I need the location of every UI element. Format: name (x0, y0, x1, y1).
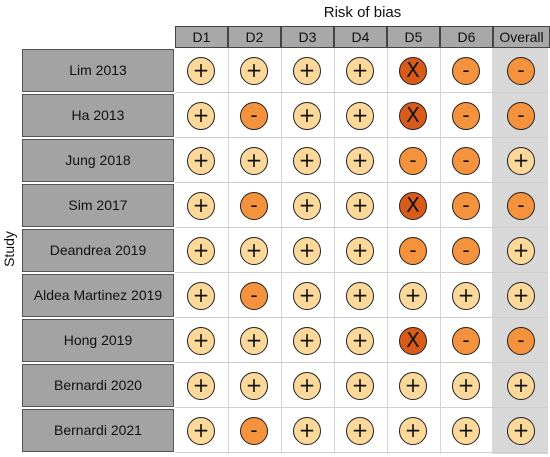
grid-line-vertical (334, 48, 335, 454)
plus-icon: + (346, 56, 374, 85)
plus-icon: + (346, 236, 374, 265)
minus-icon: - (240, 101, 268, 130)
grid-line-vertical (281, 48, 282, 454)
column-header-d6: D6 (440, 26, 493, 48)
minus-icon: - (240, 416, 268, 445)
grid-line-vertical (440, 48, 441, 454)
plus-icon: + (346, 146, 374, 175)
plus-icon: + (507, 416, 535, 445)
plus-icon: + (187, 281, 215, 310)
chart-title: Risk of bias (323, 4, 402, 21)
plus-icon: + (507, 371, 535, 400)
grid-line-horizontal (175, 92, 548, 93)
plus-icon: + (399, 416, 427, 445)
plus-icon: + (346, 281, 374, 310)
plus-icon: + (240, 56, 268, 85)
grid-line-vertical (387, 48, 388, 454)
study-label: Sim 2017 (22, 184, 174, 227)
column-header-d4: D4 (334, 26, 387, 48)
minus-icon: - (452, 146, 480, 175)
plus-icon: + (240, 326, 268, 355)
minus-icon: - (507, 56, 535, 85)
plus-icon: + (187, 56, 215, 85)
plus-icon: + (187, 101, 215, 130)
minus-icon: - (399, 236, 427, 265)
plus-icon: + (293, 281, 321, 310)
plus-icon: + (293, 326, 321, 355)
minus-icon: - (507, 101, 535, 130)
plus-icon: + (293, 56, 321, 85)
study-label: Bernardi 2020 (22, 364, 174, 407)
minus-icon: - (507, 191, 535, 220)
column-header-d3: D3 (281, 26, 334, 48)
study-label: Jung 2018 (22, 139, 174, 182)
plus-icon: + (346, 416, 374, 445)
plus-icon: + (399, 281, 427, 310)
plus-icon: + (452, 371, 480, 400)
minus-icon: - (452, 326, 480, 355)
plus-icon: + (187, 326, 215, 355)
minus-icon: - (240, 191, 268, 220)
minus-icon: - (399, 146, 427, 175)
grid-line-horizontal (175, 452, 548, 453)
plus-icon: + (187, 191, 215, 220)
study-label: Lim 2013 (22, 49, 174, 92)
plus-icon: + (293, 101, 321, 130)
plus-icon: + (293, 146, 321, 175)
x-icon: X (399, 56, 427, 85)
plus-icon: + (240, 146, 268, 175)
column-header-d1: D1 (175, 26, 228, 48)
study-label: Aldea Martinez 2019 (22, 274, 174, 317)
plus-icon: + (187, 236, 215, 265)
x-icon: X (399, 326, 427, 355)
plus-icon: + (187, 146, 215, 175)
minus-icon: - (452, 191, 480, 220)
y-axis-label: Study (1, 231, 17, 267)
plus-icon: + (507, 146, 535, 175)
grid-line-horizontal (175, 137, 548, 138)
plus-icon: + (346, 191, 374, 220)
plus-icon: + (346, 101, 374, 130)
x-icon: X (399, 101, 427, 130)
plus-icon: + (452, 416, 480, 445)
plus-icon: + (507, 236, 535, 265)
plus-icon: + (187, 416, 215, 445)
plus-icon: + (293, 236, 321, 265)
plus-icon: + (293, 191, 321, 220)
minus-icon: - (507, 326, 535, 355)
plus-icon: + (293, 416, 321, 445)
plus-icon: + (187, 371, 215, 400)
plus-icon: + (399, 371, 427, 400)
minus-icon: - (452, 236, 480, 265)
grid-line-horizontal (175, 407, 548, 408)
grid-line-vertical (493, 48, 494, 454)
study-label: Bernardi 2021 (22, 409, 174, 452)
study-label: Hong 2019 (22, 319, 174, 362)
study-label: Ha 2013 (22, 94, 174, 137)
plus-icon: + (346, 326, 374, 355)
grid-line-horizontal (175, 182, 548, 183)
grid-line-horizontal (175, 272, 548, 273)
grid-line-vertical (228, 48, 229, 454)
plus-icon: + (452, 281, 480, 310)
grid-line-horizontal (175, 317, 548, 318)
plus-icon: + (507, 281, 535, 310)
plus-icon: + (293, 371, 321, 400)
column-header-d5: D5 (387, 26, 440, 48)
column-header-overall: Overall (493, 26, 550, 48)
column-header-d2: D2 (228, 26, 281, 48)
minus-icon: - (452, 56, 480, 85)
study-label: Deandrea 2019 (22, 229, 174, 272)
minus-icon: - (452, 101, 480, 130)
plus-icon: + (346, 371, 374, 400)
minus-icon: - (240, 281, 268, 310)
plus-icon: + (240, 371, 268, 400)
plus-icon: + (240, 236, 268, 265)
x-icon: X (399, 191, 427, 220)
grid-line-horizontal (175, 227, 548, 228)
grid-line-horizontal (175, 362, 548, 363)
